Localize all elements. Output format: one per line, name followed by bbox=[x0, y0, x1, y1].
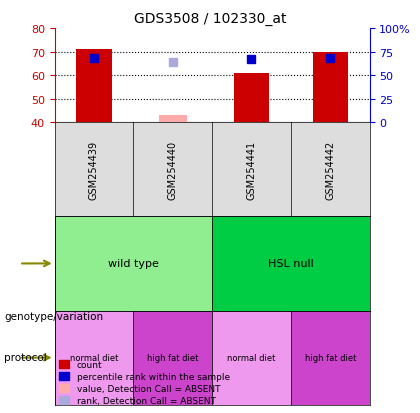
Text: wild type: wild type bbox=[108, 259, 159, 269]
Text: GDS3508 / 102330_at: GDS3508 / 102330_at bbox=[134, 12, 286, 26]
FancyBboxPatch shape bbox=[212, 311, 291, 405]
Text: GSM254440: GSM254440 bbox=[168, 140, 178, 199]
Text: genotype/variation: genotype/variation bbox=[4, 311, 103, 321]
Bar bbox=[159, 116, 186, 123]
FancyBboxPatch shape bbox=[134, 311, 212, 405]
Text: high fat diet: high fat diet bbox=[304, 353, 356, 362]
FancyBboxPatch shape bbox=[212, 217, 370, 311]
Bar bbox=[76, 50, 112, 123]
Bar bbox=[312, 52, 348, 123]
Text: normal diet: normal diet bbox=[70, 353, 118, 362]
Text: high fat diet: high fat diet bbox=[147, 353, 198, 362]
Text: protocol: protocol bbox=[4, 352, 47, 362]
Bar bbox=[234, 74, 269, 123]
Text: GSM254442: GSM254442 bbox=[325, 140, 335, 199]
FancyBboxPatch shape bbox=[291, 311, 370, 405]
Text: HSL null: HSL null bbox=[268, 259, 314, 269]
Text: GSM254439: GSM254439 bbox=[89, 140, 99, 199]
FancyBboxPatch shape bbox=[55, 217, 212, 311]
Legend: count, percentile rank within the sample, value, Detection Call = ABSENT, rank, : count, percentile rank within the sample… bbox=[55, 357, 234, 408]
Text: GSM254441: GSM254441 bbox=[247, 140, 257, 199]
Text: normal diet: normal diet bbox=[227, 353, 276, 362]
FancyBboxPatch shape bbox=[55, 311, 134, 405]
